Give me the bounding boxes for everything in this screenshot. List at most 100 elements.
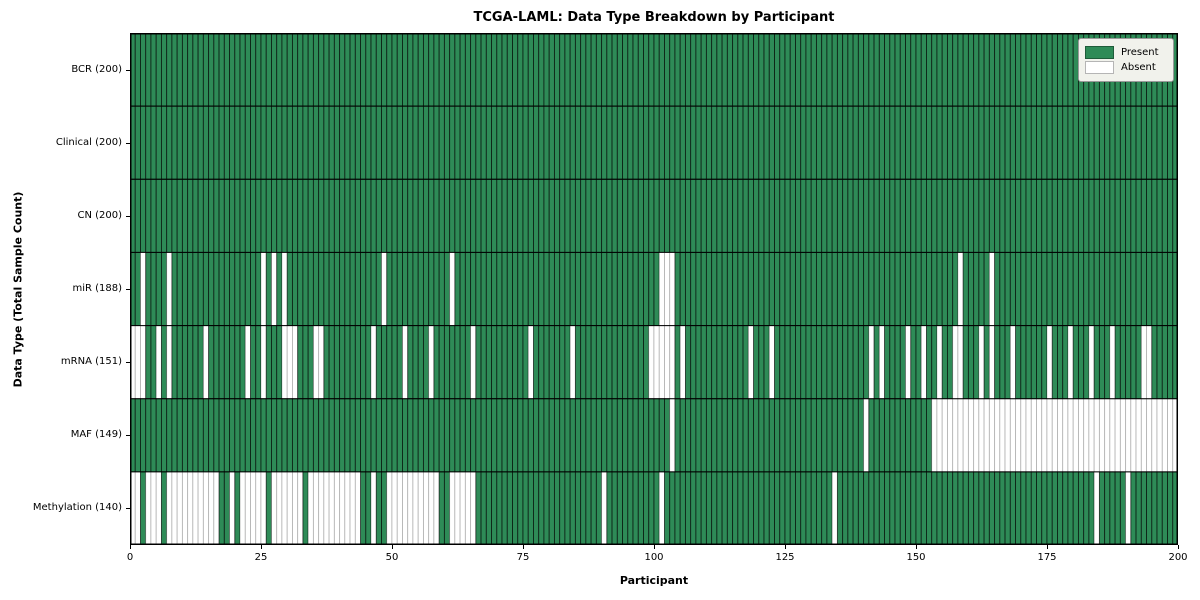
row-label-Methylation: Methylation (140) (32, 502, 122, 514)
heatmap-cell (795, 178, 802, 253)
heatmap-cell (726, 33, 734, 107)
heatmap-cell (428, 398, 435, 473)
heatmap-cell (134, 178, 141, 253)
heatmap-cell (302, 325, 309, 400)
heatmap-cell (637, 471, 644, 545)
heatmap-cell (527, 471, 534, 545)
heatmap-cell (543, 33, 550, 107)
heatmap-cell (784, 178, 791, 253)
heatmap-cell (223, 471, 231, 545)
heatmap-cell (585, 398, 592, 473)
heatmap-cell (407, 471, 414, 545)
heatmap-cell (155, 105, 162, 180)
heatmap-cell (286, 251, 293, 327)
heatmap-cell (1057, 178, 1064, 253)
heatmap-cell (1083, 251, 1090, 327)
heatmap-cell (920, 33, 927, 107)
heatmap-cell (475, 105, 482, 180)
heatmap-cell (349, 105, 356, 180)
heatmap-cell (831, 33, 838, 107)
heatmap-cell (873, 325, 880, 400)
heatmap-cell (464, 178, 472, 253)
heatmap-cell (140, 178, 147, 253)
heatmap-cell (1093, 325, 1100, 400)
heatmap-cell (899, 325, 906, 400)
heatmap-cell (931, 33, 938, 107)
heatmap-cell (915, 251, 922, 327)
heatmap-cell (711, 105, 718, 180)
heatmap-cell (470, 105, 477, 180)
heatmap-cell (349, 471, 356, 545)
heatmap-cell (1004, 471, 1011, 545)
heatmap-cell (1156, 325, 1163, 400)
heatmap-cell (622, 178, 629, 253)
heatmap-cell (716, 105, 723, 180)
heatmap-cell (1009, 398, 1017, 473)
heatmap-cell (863, 471, 870, 545)
heatmap-cell (548, 251, 555, 327)
heatmap-cell (1051, 105, 1058, 180)
heatmap-cell (999, 398, 1006, 473)
heatmap-cell (522, 471, 529, 545)
heatmap-cell (653, 251, 660, 327)
legend: Present Absent (1078, 38, 1174, 82)
heatmap-cell (1041, 178, 1048, 253)
heatmap-cell (391, 251, 398, 327)
heatmap-cell (742, 178, 749, 253)
heatmap-cell (386, 105, 393, 180)
heatmap-cell (449, 33, 456, 107)
heatmap-cell (1135, 178, 1142, 253)
row-label-CN: CN (200) (77, 209, 122, 221)
heatmap-cell (307, 471, 314, 545)
heatmap-cell (412, 178, 419, 253)
heatmap-cell (527, 398, 534, 473)
heatmap-cell (920, 398, 927, 473)
heatmap-cell (391, 325, 398, 400)
heatmap-cell (1057, 398, 1064, 473)
heatmap-cell (952, 471, 959, 545)
heatmap-cell (464, 33, 472, 107)
heatmap-cell (1020, 178, 1027, 253)
heatmap-cell (847, 325, 854, 400)
heatmap-cell (1104, 398, 1111, 473)
heatmap-cell (276, 105, 283, 180)
heatmap-cell (684, 398, 692, 473)
heatmap-cell (512, 398, 519, 473)
heatmap-cell (742, 398, 749, 473)
heatmap-cell (506, 105, 513, 180)
heatmap-cell (1098, 471, 1106, 545)
heatmap-row-Methylation (130, 471, 1178, 545)
heatmap-cell (983, 471, 990, 545)
heatmap-cell (1146, 325, 1153, 400)
heatmap-cell (255, 398, 262, 473)
heatmap-cell (443, 33, 451, 107)
heatmap-cell (580, 178, 587, 253)
heatmap-cell (941, 251, 948, 327)
heatmap-cell (422, 105, 430, 180)
heatmap-cell (197, 105, 204, 180)
heatmap-cell (1062, 325, 1069, 400)
heatmap-cell (732, 251, 739, 327)
heatmap-cell (674, 105, 681, 180)
heatmap-cell (202, 398, 210, 473)
heatmap-cell (202, 105, 210, 180)
heatmap-cell (1161, 251, 1168, 327)
heatmap-cell (506, 398, 513, 473)
heatmap-cell (747, 251, 755, 327)
heatmap-cell (611, 325, 618, 400)
heatmap-cell (150, 178, 157, 253)
heatmap-cell (171, 33, 178, 107)
heatmap-cell (475, 325, 482, 400)
heatmap-cell (291, 178, 299, 253)
heatmap-cell (611, 471, 618, 545)
heatmap-cell (983, 33, 990, 107)
heatmap-cell (569, 33, 576, 107)
heatmap-cell (941, 178, 948, 253)
heatmap-cell (223, 178, 231, 253)
heatmap-cell (260, 398, 267, 473)
heatmap-cell (952, 178, 959, 253)
heatmap-cell (354, 251, 362, 327)
heatmap-cell (695, 178, 702, 253)
heatmap-cell (491, 398, 498, 473)
heatmap-cell (978, 33, 985, 107)
